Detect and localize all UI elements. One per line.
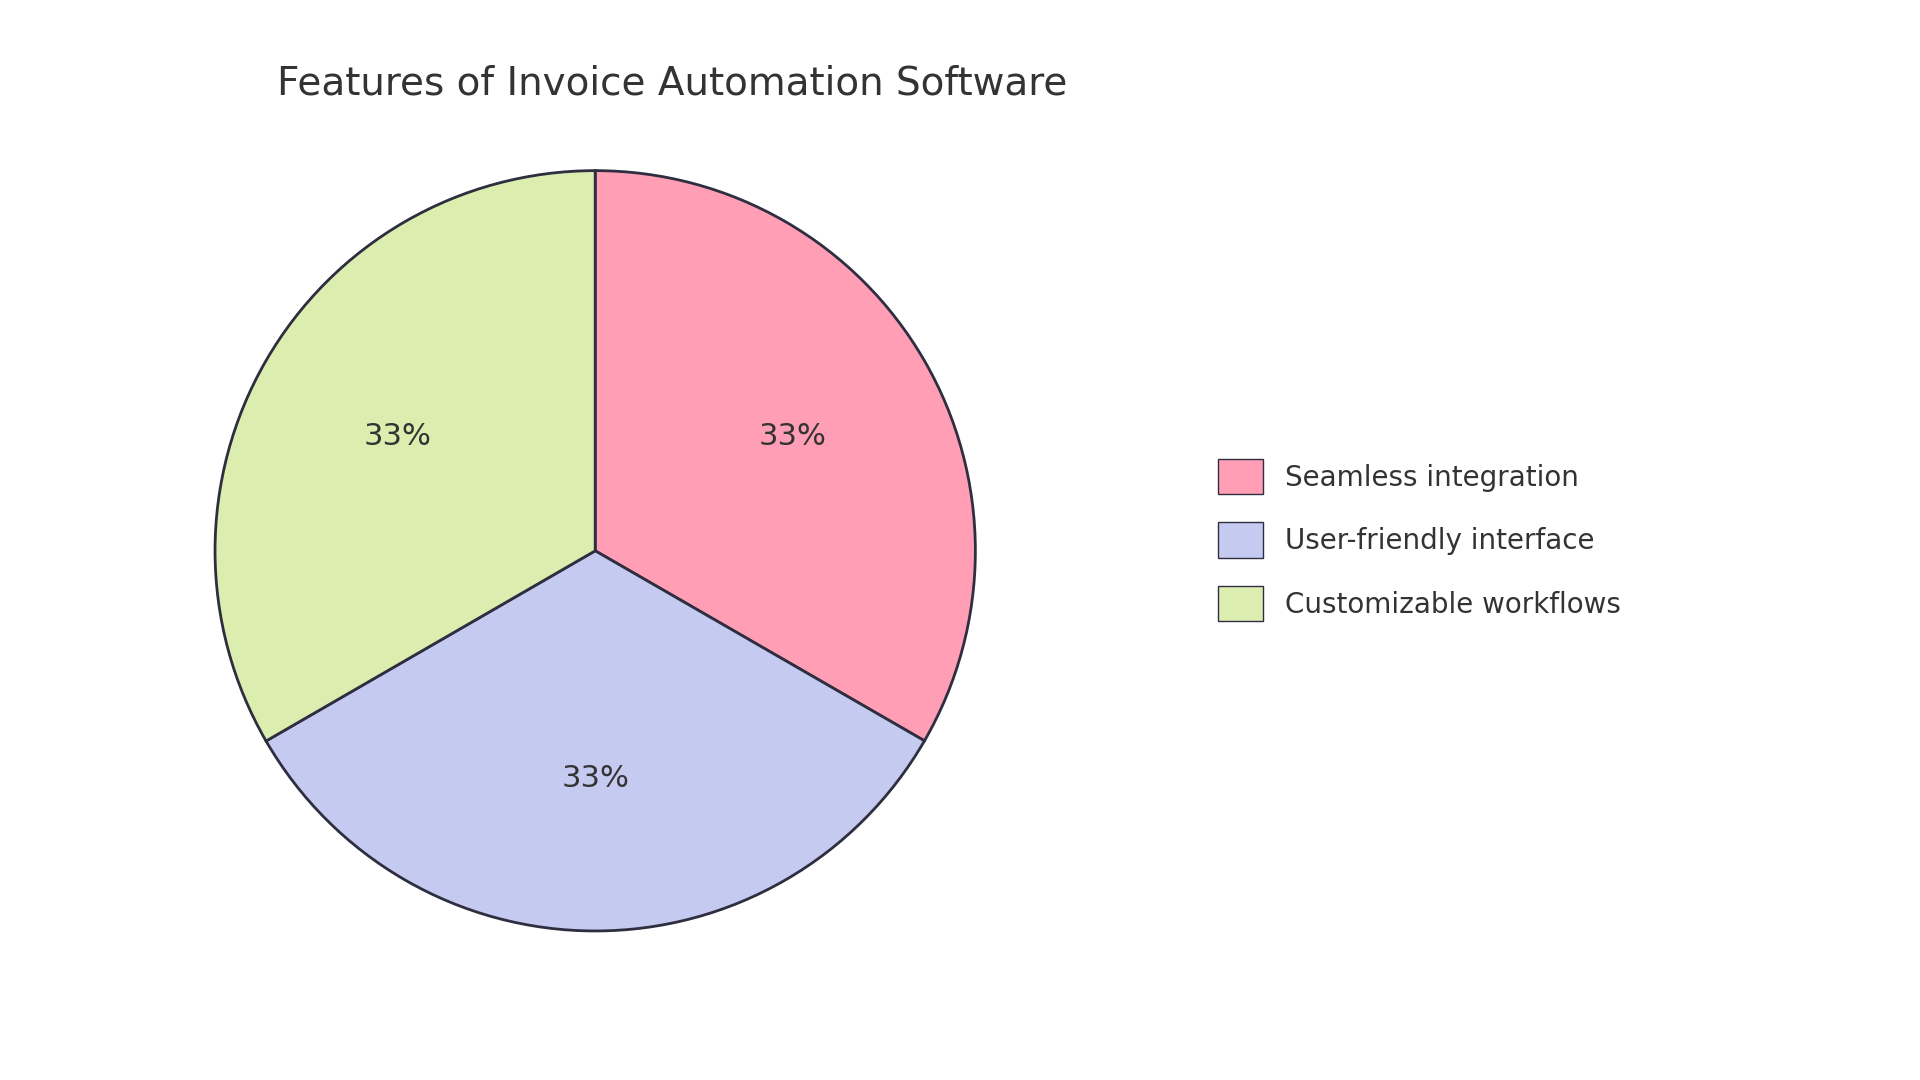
Text: Features of Invoice Automation Software: Features of Invoice Automation Software [276,65,1068,103]
Wedge shape [267,551,924,931]
Text: 33%: 33% [758,422,828,451]
Text: 33%: 33% [363,422,432,451]
Wedge shape [215,171,595,741]
Wedge shape [595,171,975,741]
Text: 33%: 33% [561,765,630,794]
Legend: Seamless integration, User-friendly interface, Customizable workflows: Seamless integration, User-friendly inte… [1204,445,1634,635]
